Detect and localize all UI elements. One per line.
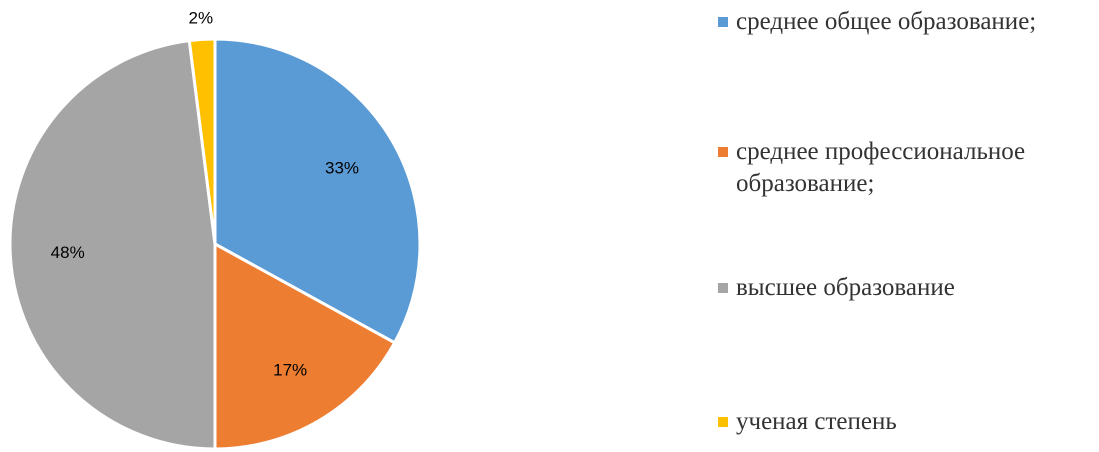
legend-label: высшее образование bbox=[736, 274, 955, 301]
legend-item: высшее образование bbox=[716, 272, 1082, 304]
legend-item: среднее общее образование; bbox=[716, 6, 1082, 38]
legend-swatch bbox=[718, 417, 728, 427]
pie-slice bbox=[187, 37, 217, 245]
pie-slice bbox=[213, 241, 397, 451]
data-label: 2% bbox=[189, 8, 214, 27]
legend-label: ученая степень bbox=[736, 408, 897, 435]
pie-slice bbox=[8, 38, 217, 451]
legend-label: среднее профессиональное образование; bbox=[736, 138, 1026, 197]
data-label: 33% bbox=[325, 158, 359, 177]
legend-swatch bbox=[718, 147, 728, 157]
data-label: 17% bbox=[273, 361, 307, 380]
legend-label: среднее общее образование; bbox=[736, 8, 1037, 35]
legend-swatch bbox=[718, 17, 728, 27]
legend-swatch bbox=[718, 283, 728, 293]
chart: 33% 17% 48% 2% bbox=[8, 8, 422, 451]
pie-slice bbox=[213, 37, 422, 345]
legend: среднее общее образование; среднее профес… bbox=[716, 0, 1082, 452]
legend-item: среднее профессиональное образование; bbox=[716, 136, 1082, 200]
data-label: 48% bbox=[51, 243, 85, 262]
legend-item: ученая степень bbox=[716, 406, 1082, 438]
